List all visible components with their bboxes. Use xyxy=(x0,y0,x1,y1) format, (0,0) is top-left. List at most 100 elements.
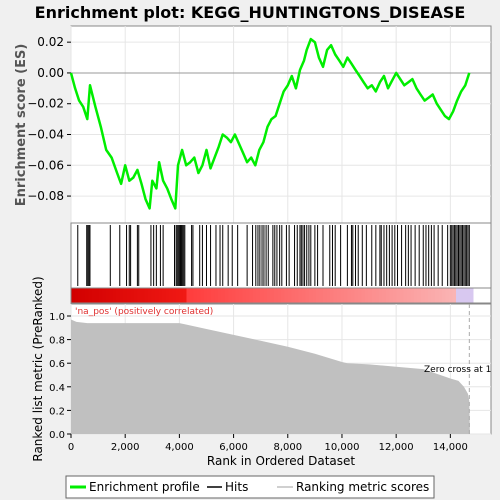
ranking-metric-area xyxy=(71,319,470,434)
ribbon-segment xyxy=(148,288,153,303)
legend-box xyxy=(65,475,435,499)
ribbon-segment xyxy=(235,288,240,303)
ribbon-segment xyxy=(137,288,142,303)
ribbon-segment xyxy=(319,288,324,303)
ribbon-segment xyxy=(200,288,205,303)
ribbon-segment xyxy=(393,288,398,303)
ribbon-segment xyxy=(351,288,356,303)
hits-plot-area xyxy=(70,222,492,289)
ribbon-segment xyxy=(466,288,471,303)
ribbon-segment xyxy=(305,288,310,303)
ribbon-segment xyxy=(445,288,450,303)
metric-y-tick-label: 0.6 xyxy=(49,359,65,370)
ribbon-segment xyxy=(144,288,149,303)
ribbon-segment xyxy=(71,288,76,303)
ribbon-segment xyxy=(81,288,86,303)
ribbon-segment xyxy=(92,288,97,303)
ribbon-segment xyxy=(344,288,349,303)
ribbon-segment xyxy=(267,288,272,303)
ribbon-segment xyxy=(127,288,132,303)
ribbon-segment xyxy=(179,288,184,303)
ribbon-segment xyxy=(477,288,482,303)
metric-x-axis: 0 2,000 4,000 6,000 8,000 10,000 12,000 14,000 xyxy=(68,434,468,453)
es-tick-label: −0.02 xyxy=(27,97,64,111)
ribbon-segment xyxy=(281,288,286,303)
ribbon-segment xyxy=(249,288,254,303)
ribbon-segment xyxy=(463,288,468,303)
ribbon-segment xyxy=(141,288,146,303)
ribbon-segment xyxy=(239,288,244,303)
metric-x-tick-label: 4,000 xyxy=(165,442,194,453)
ribbon-segment xyxy=(169,288,174,303)
chart-title: Enrichment plot: KEGG_HUNTINGTONS_DISEAS… xyxy=(35,3,466,22)
ribbon-segment xyxy=(288,288,293,303)
es-tick-label: −0.06 xyxy=(27,158,64,172)
ribbon-segment xyxy=(354,288,359,303)
ribbon-segment xyxy=(323,288,328,303)
ribbon-segment xyxy=(263,288,268,303)
ribbon-segment xyxy=(99,288,104,303)
ribbon-segment xyxy=(74,288,79,303)
ribbon-segment xyxy=(260,288,265,303)
ribbon-segment xyxy=(365,288,370,303)
ribbon-segment xyxy=(347,288,352,303)
metric-x-tick-label: 10,000 xyxy=(324,442,359,453)
metric-x-tick-label: 6,000 xyxy=(219,442,248,453)
ribbon-segment xyxy=(221,288,226,303)
legend-label-hits: Hits xyxy=(225,480,248,494)
ribbon-segment xyxy=(88,288,93,303)
ribbon-segment xyxy=(442,288,447,303)
ribbon-segment xyxy=(113,288,118,303)
metric-x-tick-label: 8,000 xyxy=(273,442,302,453)
ribbon-segment xyxy=(312,288,317,303)
ribbon-segment xyxy=(403,288,408,303)
legend-label-ranking: Ranking metric scores xyxy=(296,480,429,494)
ribbon-segment xyxy=(134,288,139,303)
enrichment-profile-line xyxy=(69,37,471,210)
ribbon-segment xyxy=(449,288,454,303)
ribbon-segment xyxy=(473,288,478,303)
positive-correlation-annotation: 'na_pos' (positively correlated) xyxy=(75,307,213,317)
ribbon-segment xyxy=(484,288,489,303)
ribbon-segment xyxy=(186,288,191,303)
ribbon-segment xyxy=(379,288,384,303)
metric-y-tick-label: 1.0 xyxy=(49,312,65,323)
metric-x-tick-label: 2,000 xyxy=(111,442,140,453)
metric-y-tick-label: 0.8 xyxy=(49,336,65,347)
ribbon-segment xyxy=(274,288,279,303)
ribbon-segment xyxy=(382,288,387,303)
ribbon-segment xyxy=(421,288,426,303)
metric-y-tick-label: 0.0 xyxy=(49,430,65,441)
ribbon-segment xyxy=(242,288,247,303)
ribbon-segment xyxy=(162,288,167,303)
ribbon-segment xyxy=(123,288,128,303)
ribbon-segment xyxy=(176,288,181,303)
ribbon-segment xyxy=(78,288,83,303)
ribbon-segment xyxy=(438,288,443,303)
ribbon-segment xyxy=(372,288,377,303)
ribbon-segment xyxy=(190,288,195,303)
ribbon-segment xyxy=(487,288,492,303)
ribbon-segment xyxy=(130,288,135,303)
ribbon-segment xyxy=(361,288,366,303)
ribbon-segment xyxy=(116,288,121,303)
ribbon-segment xyxy=(452,288,457,303)
ribbon-segment xyxy=(172,288,177,303)
ribbon-segment xyxy=(102,288,107,303)
ribbon-segment xyxy=(246,288,251,303)
ribbon-segment xyxy=(375,288,380,303)
ribbon-segment xyxy=(295,288,300,303)
ribbon-segment xyxy=(480,288,485,303)
ribbon-segment xyxy=(95,288,100,303)
metric-x-tick-label: 14,000 xyxy=(433,442,468,453)
ribbon-segment xyxy=(109,288,114,303)
ribbon-segment xyxy=(330,288,335,303)
ribbon-segment xyxy=(428,288,433,303)
es-tick-label: −0.08 xyxy=(27,189,64,203)
ribbon-segment xyxy=(337,288,342,303)
ribbon-segment xyxy=(120,288,125,303)
metric-y-tick-label: 0.2 xyxy=(49,406,65,417)
es-tick-label: 0.00 xyxy=(37,66,64,80)
ribbon-segment xyxy=(340,288,345,303)
